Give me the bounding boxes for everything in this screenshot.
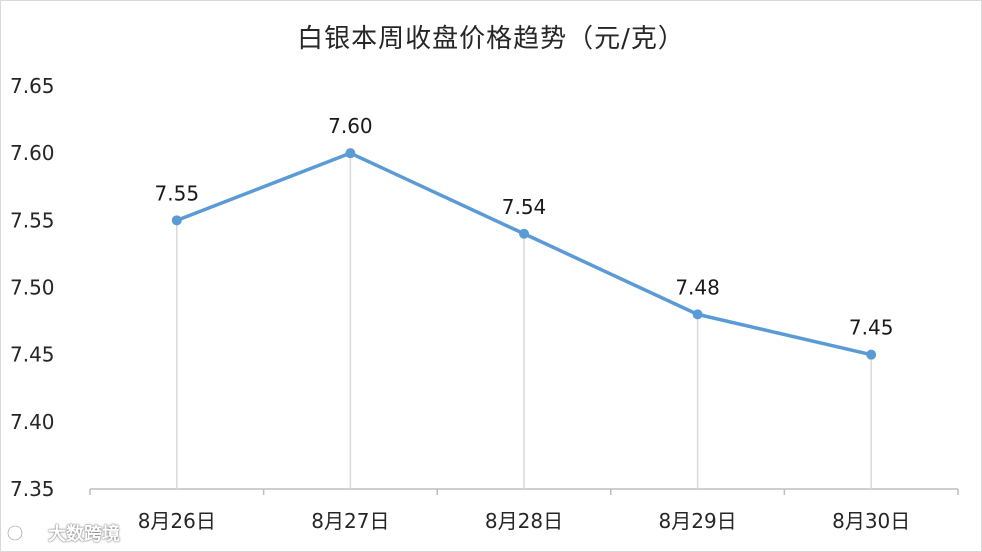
data-labels: 7.55 7.60 7.54 7.48 7.45 [155, 114, 894, 339]
y-tick-label: 7.50 [10, 276, 55, 300]
data-points [171, 148, 877, 360]
y-axis-ticks: 7.35 7.40 7.45 7.50 7.55 7.60 7.65 [10, 74, 55, 501]
x-tick-label: 8月29日 [659, 509, 737, 533]
data-label: 7.60 [328, 114, 373, 138]
watermark-logo-icon [6, 524, 41, 542]
drop-lines [176, 153, 872, 489]
watermark-text: 大数跨境 [48, 524, 120, 545]
x-tick-label: 8月30日 [832, 509, 910, 533]
data-point [692, 309, 703, 320]
data-point [519, 228, 529, 239]
y-tick-label: 7.65 [10, 74, 55, 98]
data-point [345, 148, 356, 159]
x-tick-label: 8月28日 [485, 509, 563, 533]
y-tick-label: 7.60 [10, 141, 55, 165]
x-tick-label: 8月26日 [138, 509, 216, 533]
y-tick-label: 7.35 [10, 477, 55, 501]
y-tick-label: 7.45 [10, 343, 55, 367]
data-label: 7.48 [675, 275, 720, 299]
data-point [866, 349, 877, 360]
y-tick-label: 7.55 [10, 208, 55, 232]
chart-title: 白银本周收盘价格趋势（元/克） [297, 24, 685, 54]
data-label: 7.54 [502, 195, 547, 219]
data-label: 7.55 [155, 181, 200, 205]
data-label: 7.45 [849, 316, 894, 340]
x-axis: 8月26日 8月27日 8月28日 8月29日 8月30日 [89, 488, 959, 533]
y-tick-label: 7.40 [10, 410, 55, 434]
watermark: 大数跨境 [6, 520, 120, 546]
x-tick-label: 8月27日 [311, 509, 389, 533]
data-point [171, 215, 182, 226]
